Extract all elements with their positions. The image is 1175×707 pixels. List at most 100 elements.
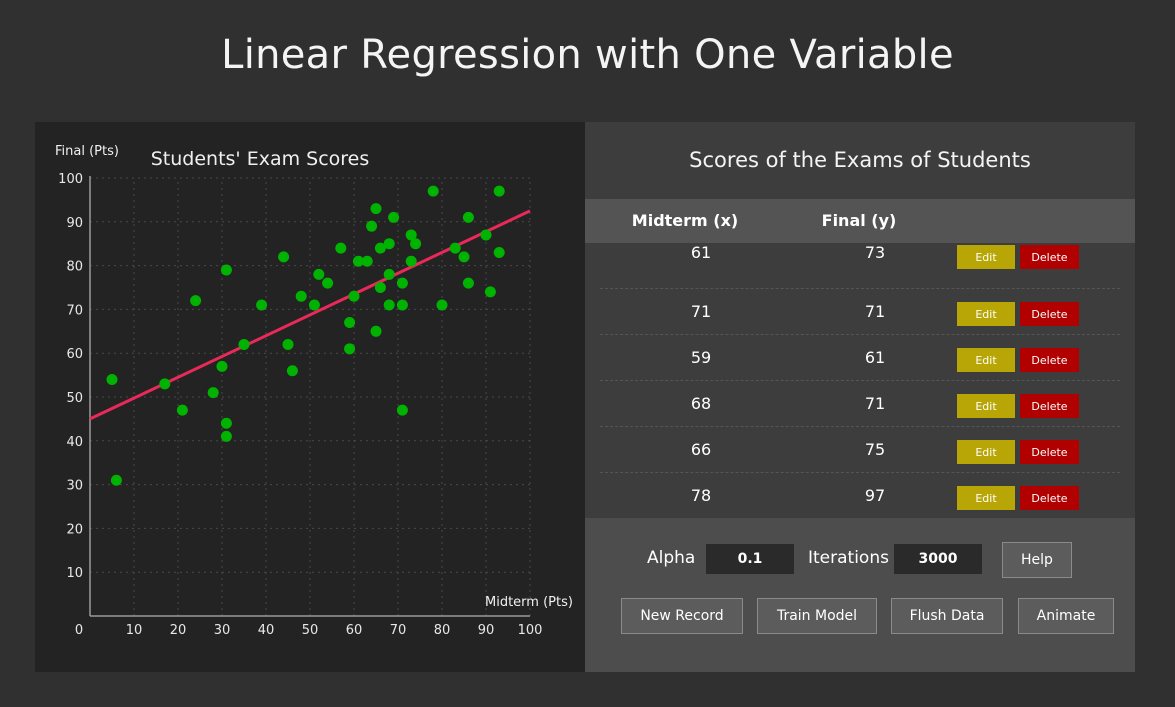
data-point — [480, 229, 492, 241]
data-point — [308, 299, 320, 311]
y-tick-label: 90 — [66, 216, 83, 231]
x-tick-label: 80 — [434, 623, 451, 638]
data-point — [396, 404, 408, 416]
data-point — [427, 185, 439, 197]
y-tick-label: 80 — [66, 260, 83, 275]
x-tick-label: 100 — [518, 623, 543, 638]
data-point — [286, 365, 298, 377]
data-point — [295, 290, 307, 302]
alpha-input[interactable] — [706, 544, 794, 574]
edit-button[interactable]: Edit — [957, 394, 1015, 418]
data-point — [383, 238, 395, 250]
edit-button[interactable]: Edit — [957, 302, 1015, 326]
data-point — [462, 277, 474, 289]
animate-button[interactable]: Animate — [1018, 598, 1114, 634]
data-point — [374, 282, 386, 293]
data-point — [220, 264, 232, 276]
final-cell: 71 — [864, 302, 886, 321]
data-point — [322, 277, 334, 289]
data-point — [216, 360, 228, 372]
data-point — [238, 338, 250, 350]
data-point — [282, 338, 294, 350]
data-point — [190, 295, 202, 307]
data-point — [110, 474, 122, 486]
y-tick-label: 20 — [66, 522, 83, 537]
data-point — [493, 185, 505, 197]
iterations-label: Iterations — [808, 548, 889, 568]
help-button[interactable]: Help — [1002, 542, 1072, 578]
data-point — [396, 277, 408, 289]
data-point — [484, 286, 496, 298]
train-model-button[interactable]: Train Model — [757, 598, 877, 634]
edit-button[interactable]: Edit — [957, 245, 1015, 269]
iterations-input[interactable] — [894, 544, 982, 574]
data-panel: Scores of the Exams of Students Midterm … — [585, 122, 1135, 672]
chart-panel: 0 10 20 30 40 50 60 70 80 90 100 10 20 30 40 50 60 70 80 90… — [35, 122, 585, 672]
edit-button[interactable]: Edit — [957, 440, 1015, 464]
data-point — [348, 290, 360, 302]
edit-button[interactable]: Edit — [957, 486, 1015, 510]
data-point — [410, 238, 422, 250]
table-row: 66 75 Edit Delete — [600, 427, 1120, 473]
table-row: 68 71 Edit Delete — [600, 381, 1120, 427]
final-cell: 71 — [864, 394, 886, 413]
data-point — [220, 417, 232, 429]
y-tick-label: 100 — [58, 172, 83, 187]
chart-title: Students' Exam Scores — [151, 148, 370, 170]
midterm-cell: 61 — [690, 243, 712, 262]
training-controls: Alpha Iterations Help New Record Train M… — [585, 518, 1135, 672]
x-tick-label: 60 — [346, 623, 363, 638]
data-point — [106, 373, 118, 385]
data-point — [462, 211, 474, 223]
data-point — [383, 268, 395, 280]
y-tick-label: 10 — [66, 566, 83, 581]
data-point — [388, 211, 400, 223]
data-point — [449, 242, 461, 254]
data-point — [370, 325, 382, 337]
data-point — [313, 268, 325, 280]
x-tick-label: 50 — [302, 623, 319, 638]
delete-button[interactable]: Delete — [1020, 440, 1079, 464]
data-point — [366, 220, 378, 232]
data-point — [361, 255, 373, 267]
x-tick-label: 90 — [478, 623, 495, 638]
delete-button[interactable]: Delete — [1020, 245, 1079, 269]
y-tick-label: 60 — [66, 347, 83, 362]
data-point — [405, 229, 417, 241]
edit-button[interactable]: Edit — [957, 348, 1015, 372]
data-point — [335, 242, 347, 254]
midterm-cell: 71 — [690, 302, 712, 321]
delete-button[interactable]: Delete — [1020, 394, 1079, 418]
data-point — [344, 317, 356, 329]
data-point — [256, 299, 268, 311]
table-row: 78 97 Edit Delete — [600, 473, 1120, 518]
delete-button[interactable]: Delete — [1020, 302, 1079, 326]
midterm-cell: 78 — [690, 486, 712, 505]
data-point — [436, 299, 448, 311]
table-row: 71 71 Edit Delete — [600, 289, 1120, 335]
data-point — [344, 343, 356, 355]
delete-button[interactable]: Delete — [1020, 348, 1079, 372]
y-tick-label: 40 — [66, 435, 83, 450]
final-cell: 97 — [864, 486, 886, 505]
data-point — [278, 251, 290, 263]
y-tick-label: 30 — [66, 479, 83, 494]
midterm-cell: 66 — [690, 440, 712, 459]
final-cell: 61 — [864, 348, 886, 367]
table-row: 59 61 Edit Delete — [600, 335, 1120, 381]
new-record-button[interactable]: New Record — [621, 598, 743, 634]
final-cell: 73 — [864, 243, 886, 262]
delete-button[interactable]: Delete — [1020, 486, 1079, 510]
data-point — [176, 404, 188, 416]
midterm-column-header: Midterm (x) — [631, 211, 739, 230]
x-tick-label: 10 — [126, 623, 143, 638]
table-header: Midterm (x) Final (y) — [585, 199, 1135, 243]
data-point — [159, 378, 171, 390]
y-tick-label: 70 — [66, 303, 83, 318]
data-point — [352, 255, 364, 267]
flush-data-button[interactable]: Flush Data — [891, 598, 1003, 634]
data-point — [370, 203, 382, 215]
x-axis-label: Midterm (Pts) — [485, 595, 573, 610]
table-row: 61 73 Edit Delete — [600, 243, 1120, 289]
final-cell: 75 — [864, 440, 886, 459]
